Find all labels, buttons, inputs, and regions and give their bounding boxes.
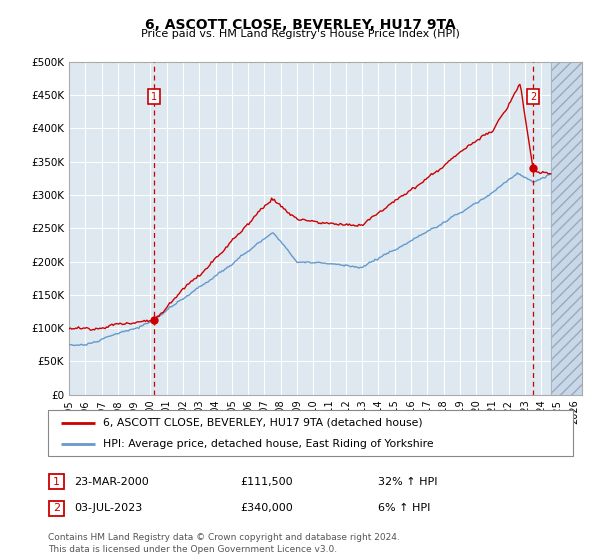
Text: £111,500: £111,500 <box>240 477 293 487</box>
Text: 03-JUL-2023: 03-JUL-2023 <box>74 503 142 514</box>
Text: 6% ↑ HPI: 6% ↑ HPI <box>378 503 430 514</box>
Bar <box>551 62 582 395</box>
Text: 6, ASCOTT CLOSE, BEVERLEY, HU17 9TA: 6, ASCOTT CLOSE, BEVERLEY, HU17 9TA <box>145 18 455 32</box>
FancyBboxPatch shape <box>48 410 573 456</box>
Text: 23-MAR-2000: 23-MAR-2000 <box>74 477 149 487</box>
Text: 1: 1 <box>53 477 60 487</box>
Text: 6, ASCOTT CLOSE, BEVERLEY, HU17 9TA (detached house): 6, ASCOTT CLOSE, BEVERLEY, HU17 9TA (det… <box>103 418 423 428</box>
FancyBboxPatch shape <box>49 474 64 489</box>
Text: HPI: Average price, detached house, East Riding of Yorkshire: HPI: Average price, detached house, East… <box>103 439 434 449</box>
Text: Price paid vs. HM Land Registry's House Price Index (HPI): Price paid vs. HM Land Registry's House … <box>140 29 460 39</box>
FancyBboxPatch shape <box>49 501 64 516</box>
Text: Contains HM Land Registry data © Crown copyright and database right 2024.
This d: Contains HM Land Registry data © Crown c… <box>48 533 400 554</box>
Text: 2: 2 <box>53 503 60 514</box>
Bar <box>551 62 582 395</box>
Text: 32% ↑ HPI: 32% ↑ HPI <box>378 477 437 487</box>
Text: 2: 2 <box>530 92 536 101</box>
Text: £340,000: £340,000 <box>240 503 293 514</box>
Text: 1: 1 <box>151 92 157 101</box>
